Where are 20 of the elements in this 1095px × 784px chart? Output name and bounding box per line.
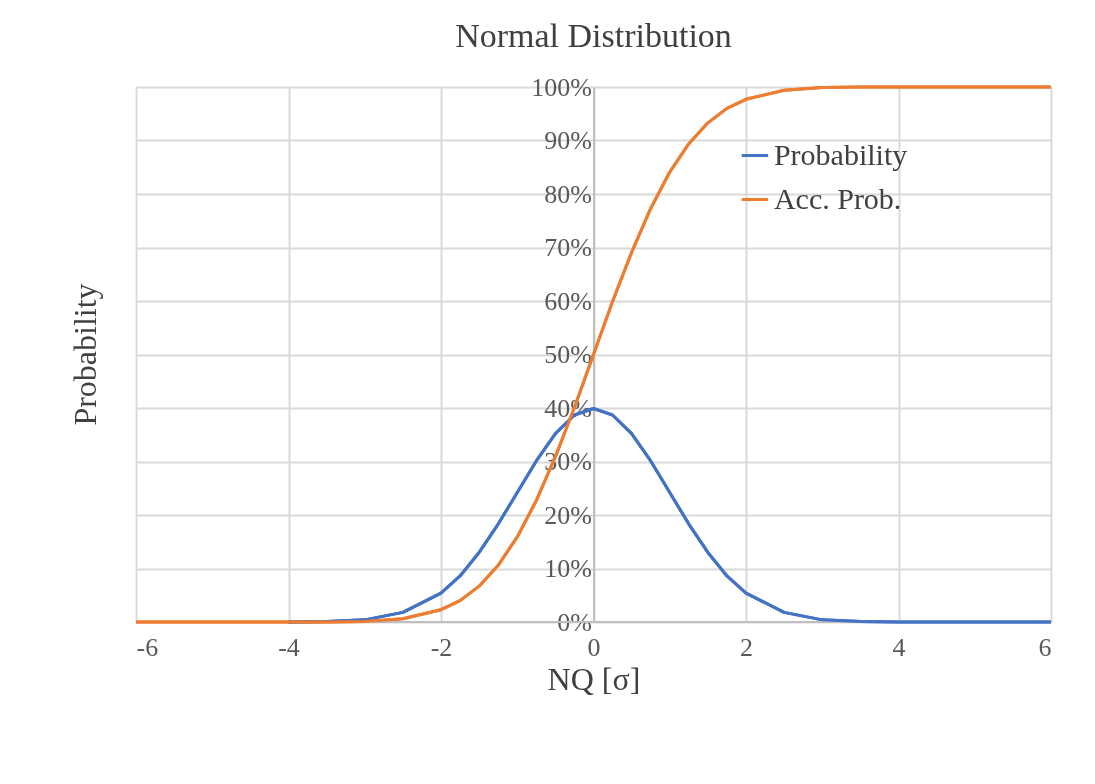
y-tick-label: 90% [544,126,592,155]
x-tick-label: 2 [740,632,753,662]
legend-label: Probability [773,137,908,171]
x-tick-label: -4 [278,632,300,662]
y-tick-label: 50% [544,340,592,369]
y-axis-title: Probability [67,283,103,426]
legend-label: Acc. Prob. [773,181,902,215]
y-tick-label: 100% [531,72,592,102]
chart-title: Normal Distribution [455,17,732,54]
x-axis-title: NQ [σ] [547,660,641,697]
x-tick-label: -6 [136,632,159,662]
y-tick-label: 20% [544,500,592,530]
y-tick-label: 70% [544,233,592,262]
y-tick-label: 80% [544,179,592,209]
x-tick-label: 6 [1038,632,1052,662]
x-tick-label: -2 [430,632,453,662]
y-tick-label: 10% [544,554,592,583]
y-tick-label: 60% [544,286,592,316]
x-tick-label: 4 [892,632,906,662]
x-tick-label: 0 [587,632,601,662]
